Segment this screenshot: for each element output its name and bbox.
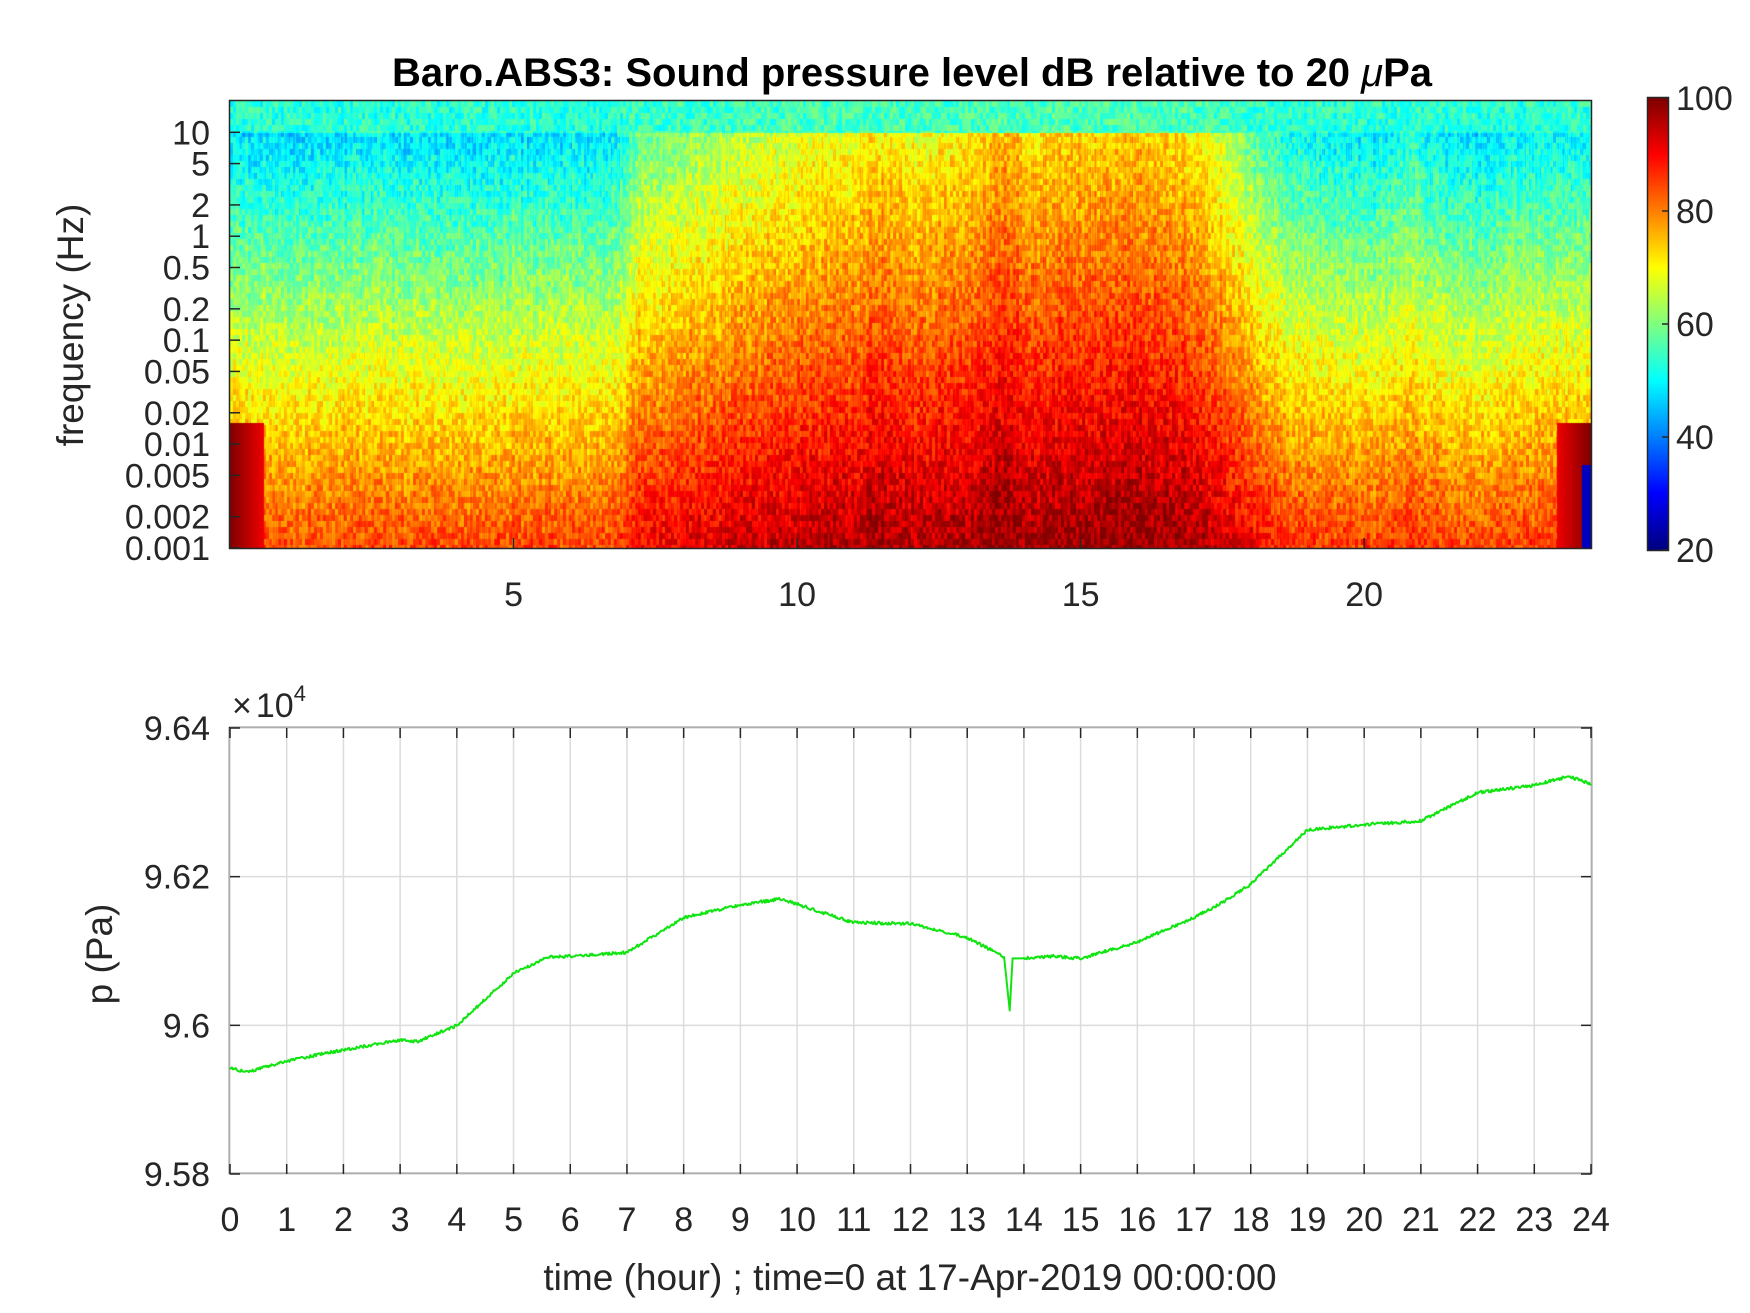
pressure-y-tick-label: 9.58 — [144, 1156, 210, 1194]
pressure-x-tick-label: 5 — [504, 1201, 523, 1239]
pressure-x-tick-label: 7 — [617, 1201, 636, 1239]
pressure-x-tick-label: 6 — [561, 1201, 580, 1239]
pressure-x-tick-label: 24 — [1572, 1201, 1610, 1239]
pressure-y-tick-label: 9.64 — [144, 710, 210, 748]
spectrogram-y-tick-label: 0.2 — [163, 291, 210, 329]
pressure-x-tick-label: 9 — [731, 1201, 750, 1239]
pressure-x-tick-label: 10 — [778, 1201, 816, 1239]
spectrogram-x-tick-label: 5 — [504, 576, 523, 614]
y-multiplier: × 104 — [232, 681, 306, 725]
pressure-x-tick-label: 0 — [221, 1201, 240, 1239]
pressure-x-tick-label: 11 — [836, 1201, 871, 1239]
pressure-x-tick-label: 12 — [892, 1201, 930, 1239]
spectrogram-y-tick-label: 0.005 — [125, 457, 210, 495]
colorbar-frame — [1646, 96, 1670, 552]
spectrogram-y-tick-label: 0.1 — [163, 322, 210, 360]
spectrogram-x-tick-label: 20 — [1345, 576, 1383, 614]
pressure-x-tick-label: 8 — [674, 1201, 693, 1239]
spectrogram-y-tick-label: 0.01 — [144, 426, 210, 464]
colorbar-tick-label: 100 — [1676, 80, 1733, 118]
spectrogram-y-tick-label: 5 — [191, 146, 210, 184]
pressure-y-tick-label: 9.6 — [163, 1007, 210, 1045]
pressure-x-tick-label: 2 — [334, 1201, 353, 1239]
colorbar-tick-label: 20 — [1676, 532, 1714, 570]
pressure-x-tick-label: 20 — [1345, 1201, 1383, 1239]
spectrogram-y-label: frequency (Hz) — [50, 204, 91, 447]
pressure-x-tick-label: 19 — [1289, 1201, 1327, 1239]
spectrogram-y-tick-label: 0.001 — [125, 530, 210, 568]
pressure-x-tick-label: 4 — [447, 1201, 466, 1239]
pressure-x-tick-label: 18 — [1232, 1201, 1270, 1239]
spectrogram-heatmap — [230, 101, 1591, 548]
spectrogram-axes-frame — [228, 99, 1593, 550]
pressure-x-tick-label: 16 — [1118, 1201, 1156, 1239]
colorbar-ticks: 100 80 60 40 20 — [1662, 80, 1733, 570]
pressure-x-label: time (hour) ; time=0 at 17-Apr-2019 00:0… — [543, 1257, 1276, 1298]
spectrogram-y-tick-label: 0.5 — [163, 249, 210, 287]
pressure-x-tick-label: 22 — [1459, 1201, 1497, 1239]
spectrogram-x-tick-label: 15 — [1062, 576, 1100, 614]
spectrogram-y-tick-label: 2 — [191, 187, 210, 225]
spectrogram-x-tick-label: 10 — [778, 576, 816, 614]
pressure-y-label: p (Pa) — [79, 904, 120, 1005]
colorbar-tick-label: 40 — [1676, 419, 1714, 457]
spectrogram-y-tick-label: 10 — [172, 114, 210, 152]
pressure-x-tick-label: 23 — [1515, 1201, 1553, 1239]
colorbar-tick-label: 80 — [1676, 193, 1714, 231]
pressure-x-tick-label: 21 — [1402, 1201, 1440, 1239]
pressure-x-tick-label: 17 — [1175, 1201, 1213, 1239]
pressure-x-tick-label: 14 — [1005, 1201, 1043, 1239]
spectrogram-x-ticks: 5 10 15 20 — [504, 538, 1383, 614]
pressure-series-line — [229, 775, 1592, 1074]
spectrogram-title: Baro.ABS3: Sound pressure level dB relat… — [392, 51, 1433, 95]
pressure-y-tick-label: 9.62 — [144, 859, 210, 897]
spectrogram-y-tick-label: 0.002 — [125, 499, 210, 537]
pressure-x-tick-label: 15 — [1062, 1201, 1100, 1239]
pressure-x-tick-label: 13 — [948, 1201, 986, 1239]
pressure-x-tick-label: 1 — [277, 1201, 296, 1239]
pressure-x-ticks: 0 1 2 3 4 5 6 7 8 9 10 11 12 13 14 15 16 17 18 19 20 21 22 23 24 — [221, 728, 1610, 1239]
spectrogram-y-tick-label: 0.05 — [144, 353, 210, 391]
pressure-x-tick-label: 3 — [391, 1201, 410, 1239]
pressure-y-ticks: 9.58 9.6 9.62 9.64 — [144, 710, 1591, 1194]
spectrogram-y-tick-label: 0.02 — [144, 395, 210, 433]
spectrogram-y-tick-label: 1 — [191, 218, 210, 256]
colorbar-tick-label: 60 — [1676, 306, 1714, 344]
